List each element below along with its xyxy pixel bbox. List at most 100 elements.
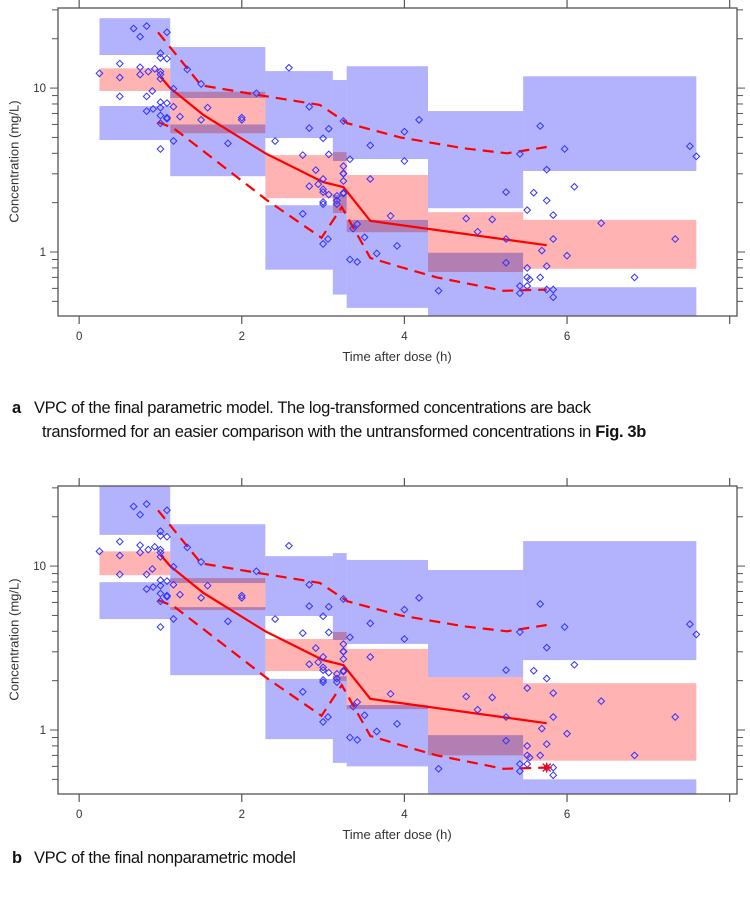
observed-data-point — [162, 577, 171, 586]
observed-data-point — [372, 727, 381, 736]
observed-data-point — [169, 614, 178, 623]
x-tick-label: 2 — [239, 331, 245, 343]
observed-data-point — [339, 655, 348, 664]
upper-percentile-ci-band — [346, 559, 428, 644]
observed-data-point — [339, 188, 348, 197]
observed-data-point — [597, 219, 606, 228]
observed-data-point — [366, 652, 375, 661]
observed-data-point — [366, 174, 375, 183]
observed-data-point — [223, 139, 232, 148]
observed-data-point — [136, 32, 145, 41]
observed-data-point — [136, 70, 145, 79]
observed-data-point — [549, 293, 558, 302]
x-tick-label: 6 — [564, 331, 570, 343]
observed-data-point — [144, 67, 153, 76]
asterisk-stroke — [542, 763, 552, 773]
lower-percentile-ci-band — [332, 194, 347, 295]
vpc-chart-parametric: 0 2 4 6 1 10 — [33, 0, 745, 343]
lower-percentile-ci-band — [346, 705, 428, 767]
observed-data-point — [692, 630, 701, 639]
observed-data-point — [339, 189, 348, 198]
observed-data-point — [271, 615, 280, 624]
observed-data-point — [319, 666, 328, 675]
observed-data-point — [175, 590, 184, 599]
observed-5th-percentile-line — [157, 599, 547, 770]
observed-data-point — [156, 527, 165, 536]
observed-data-point — [142, 92, 151, 101]
observed-data-point — [319, 652, 328, 661]
observed-data-point — [298, 151, 307, 160]
observed-data-point — [549, 713, 558, 722]
observed-data-point — [366, 619, 375, 628]
observed-data-point — [537, 724, 546, 733]
observed-data-point — [319, 678, 328, 687]
observed-data-point — [563, 729, 572, 738]
observed-data-point — [536, 122, 545, 131]
observed-data-point — [502, 188, 511, 197]
observed-data-point — [502, 713, 511, 722]
observed-data-point — [353, 220, 362, 229]
observed-data-point — [324, 190, 333, 199]
observed-data-point — [523, 263, 532, 272]
observed-data-point — [162, 113, 171, 122]
outlier-asterisk-marker — [541, 762, 552, 773]
panel-a: 0 2 4 6 1 10 Concentration (mg/L) Time after … — [0, 0, 750, 375]
observed-data-point — [523, 206, 532, 215]
observed-data-point — [434, 764, 443, 773]
observed-data-point — [129, 24, 138, 33]
median-ci-band — [99, 68, 171, 91]
observed-data-point — [197, 557, 206, 566]
observed-data-point — [353, 735, 362, 744]
observed-data-point — [345, 633, 354, 642]
observed-data-point — [360, 233, 369, 242]
x-axis-title: Time after dose (h) — [342, 827, 452, 842]
observed-data-point — [462, 214, 471, 223]
observed-data-point — [630, 273, 639, 282]
observed-data-point — [311, 644, 320, 653]
caption-a-text: VPC of the final parametric model. The l… — [34, 399, 591, 417]
upper-percentile-ci-band — [332, 553, 347, 641]
observed-data-point — [515, 289, 524, 298]
observed-data-point — [332, 196, 341, 205]
observed-data-point — [156, 74, 165, 83]
observed-data-point — [142, 570, 151, 579]
observed-data-point — [162, 506, 171, 515]
observed-data-point — [345, 255, 354, 264]
observed-data-point — [203, 103, 212, 112]
observed-data-point — [515, 628, 524, 637]
observed-data-point — [319, 717, 328, 726]
observed-data-point — [473, 705, 482, 714]
observed-data-point — [523, 760, 532, 769]
observed-data-point — [305, 580, 314, 589]
observed-data-point — [319, 188, 328, 197]
observed-data-point — [523, 741, 532, 750]
observed-data-point — [197, 115, 206, 124]
observed-data-point — [197, 79, 206, 88]
observed-data-point — [542, 262, 551, 271]
lower-percentile-ci-band — [265, 678, 333, 740]
observed-data-point — [319, 185, 328, 194]
observed-data-point — [305, 124, 314, 133]
observed-data-point — [502, 235, 511, 244]
observed-data-point — [630, 751, 639, 760]
observed-data-point — [319, 675, 328, 684]
observed-data-point — [156, 589, 165, 598]
panel-b: 0 2 4 6 1 10 Concentration (mg/L) Time after … — [0, 478, 750, 853]
median-ci-band — [523, 219, 697, 269]
upper-percentile-ci-band — [332, 80, 347, 162]
observed-data-point — [570, 660, 579, 669]
observed-data-point — [150, 64, 159, 73]
plot-frame — [57, 7, 738, 317]
observed-data-point — [549, 211, 558, 220]
observed-data-point — [488, 215, 497, 224]
observed-data-point — [563, 251, 572, 260]
median-ci-band — [265, 639, 333, 672]
upper-percentile-ci-band — [170, 47, 266, 98]
caption-a-label: a — [12, 399, 21, 417]
observed-data-point — [323, 235, 332, 244]
observed-data-point — [148, 564, 157, 573]
x-axis-title: Time after dose (h) — [342, 349, 452, 364]
observed-data-point — [136, 510, 145, 519]
observed-95th-percentile-line — [157, 509, 547, 633]
observed-data-point — [488, 693, 497, 702]
